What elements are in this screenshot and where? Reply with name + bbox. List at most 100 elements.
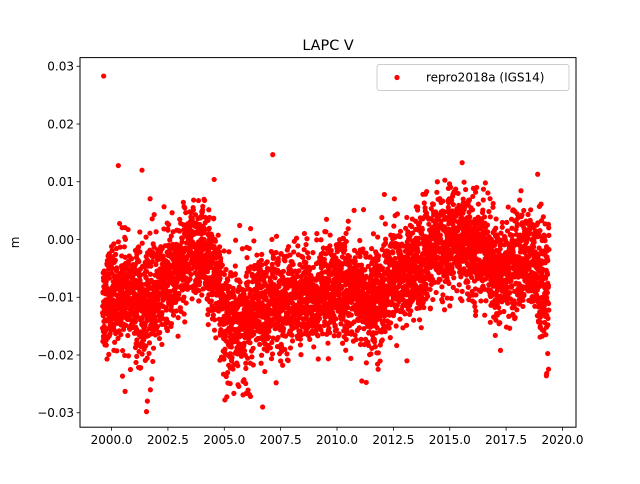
data-point	[471, 299, 477, 306]
data-point	[327, 232, 333, 238]
data-point	[125, 353, 132, 359]
data-point	[485, 190, 491, 196]
data-point	[285, 357, 291, 364]
data-point	[131, 330, 138, 336]
data-point	[129, 256, 135, 262]
data-point	[351, 207, 357, 213]
data-point	[146, 350, 152, 357]
data-point	[423, 210, 430, 216]
data-point	[417, 220, 423, 226]
data-point	[243, 365, 249, 371]
data-point	[397, 234, 403, 240]
data-point	[483, 298, 489, 304]
data-point	[449, 197, 455, 203]
data-point	[391, 223, 397, 229]
data-point	[190, 207, 196, 213]
data-point	[487, 196, 493, 202]
data-point	[278, 358, 284, 364]
data-point	[475, 201, 481, 207]
data-point	[427, 305, 434, 311]
data-point	[411, 317, 417, 323]
data-point	[139, 316, 145, 322]
data-point	[394, 211, 400, 217]
data-point	[430, 201, 436, 207]
data-point	[412, 276, 418, 282]
data-point	[342, 247, 348, 253]
data-point	[159, 309, 165, 316]
data-point	[339, 340, 346, 346]
data-point	[478, 298, 484, 304]
data-point	[264, 259, 270, 265]
data-point	[248, 226, 254, 232]
data-point	[269, 351, 276, 357]
data-point	[382, 328, 388, 335]
data-point	[114, 348, 120, 354]
data-point	[137, 249, 143, 255]
data-point	[245, 387, 251, 393]
data-point	[496, 305, 502, 311]
data-point	[139, 281, 145, 287]
data-point	[230, 366, 236, 372]
data-point	[251, 331, 257, 337]
data-point	[450, 201, 456, 208]
data-point	[437, 232, 443, 238]
data-point	[222, 333, 229, 339]
data-point	[233, 237, 239, 243]
data-point	[521, 291, 527, 297]
data-point	[424, 189, 430, 195]
data-point	[388, 240, 395, 247]
data-point	[405, 229, 411, 235]
data-point	[514, 307, 520, 313]
data-point	[176, 290, 182, 297]
data-point	[348, 299, 354, 306]
data-point	[147, 271, 154, 277]
data-point	[470, 193, 476, 200]
data-point	[250, 362, 256, 368]
data-point	[419, 227, 425, 233]
data-point	[383, 240, 389, 246]
data-point	[320, 331, 326, 337]
data-point	[114, 265, 120, 271]
data-point	[226, 249, 232, 255]
data-point	[314, 237, 320, 243]
data-point	[352, 332, 358, 338]
data-point	[426, 221, 432, 227]
data-point	[448, 295, 454, 301]
data-point	[163, 307, 169, 313]
data-point	[505, 204, 511, 210]
data-point	[473, 292, 479, 298]
data-point	[156, 335, 163, 342]
data-point	[119, 373, 126, 379]
data-point	[136, 258, 142, 265]
data-point	[225, 369, 231, 376]
data-point	[212, 238, 219, 244]
data-point	[520, 303, 526, 310]
data-point	[144, 355, 150, 361]
data-point	[151, 212, 157, 218]
data-point	[280, 362, 286, 368]
data-point	[461, 179, 467, 185]
data-point	[490, 200, 496, 207]
data-point	[197, 279, 203, 285]
data-point	[400, 297, 406, 303]
data-point	[201, 228, 207, 234]
data-point	[237, 222, 243, 229]
data-point	[366, 329, 372, 335]
data-point	[273, 233, 280, 239]
data-point	[217, 275, 223, 281]
data-point	[458, 272, 464, 278]
data-point	[391, 196, 397, 202]
data-point	[497, 320, 503, 326]
data-point	[231, 293, 237, 299]
data-point	[445, 204, 451, 210]
data-point	[484, 222, 491, 228]
data-point	[167, 237, 173, 243]
data-point	[387, 335, 393, 341]
data-point	[155, 297, 161, 303]
data-point	[143, 268, 150, 275]
data-point	[298, 352, 304, 358]
data-point	[517, 197, 523, 203]
data-point	[386, 325, 392, 331]
data-point	[183, 300, 189, 306]
